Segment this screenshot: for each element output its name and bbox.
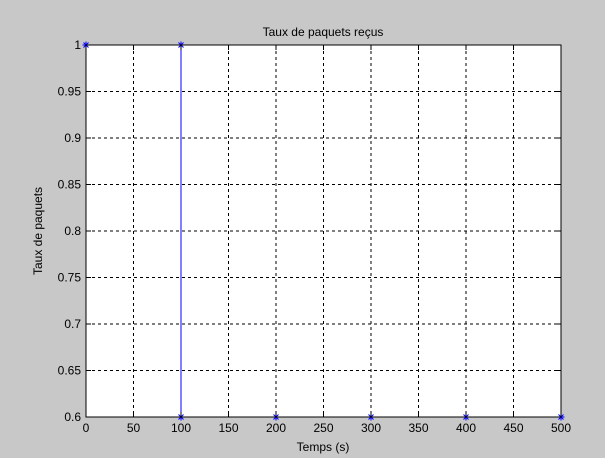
- x-tick-label: 500: [551, 421, 571, 435]
- y-tick-label: 1: [74, 38, 81, 52]
- y-axis-label: Taux de paquets: [31, 187, 45, 275]
- x-tick-label: 50: [127, 421, 141, 435]
- y-tick-label: 0.65: [58, 364, 82, 378]
- x-tick-label: 350: [408, 421, 428, 435]
- x-tick-label: 0: [83, 421, 90, 435]
- y-ticks: 0.6 0.65 0.7 0.75 0.8 0.85 0.9 0.95 1: [58, 38, 561, 424]
- x-axis-label: Temps (s): [297, 440, 350, 454]
- x-tick-label: 450: [503, 421, 523, 435]
- x-tick-label: 200: [266, 421, 286, 435]
- y-tick-label: 0.75: [58, 271, 82, 285]
- grid-lines: [86, 45, 561, 417]
- x-tick-label: 300: [361, 421, 381, 435]
- y-tick-label: 0.8: [64, 224, 81, 238]
- chart-title: Taux de paquets reçus: [263, 25, 384, 39]
- x-ticks: 0 50 100 150 200 250 300 350 400 450 500: [83, 45, 571, 435]
- x-tick-label: 250: [313, 421, 333, 435]
- x-tick-label: 400: [456, 421, 476, 435]
- y-tick-label: 0.6: [64, 410, 81, 424]
- y-tick-label: 0.7: [64, 317, 81, 331]
- x-tick-label: 100: [171, 421, 191, 435]
- y-tick-label: 0.95: [58, 85, 82, 99]
- y-tick-label: 0.9: [64, 131, 81, 145]
- y-tick-label: 0.85: [58, 178, 82, 192]
- x-tick-label: 150: [218, 421, 238, 435]
